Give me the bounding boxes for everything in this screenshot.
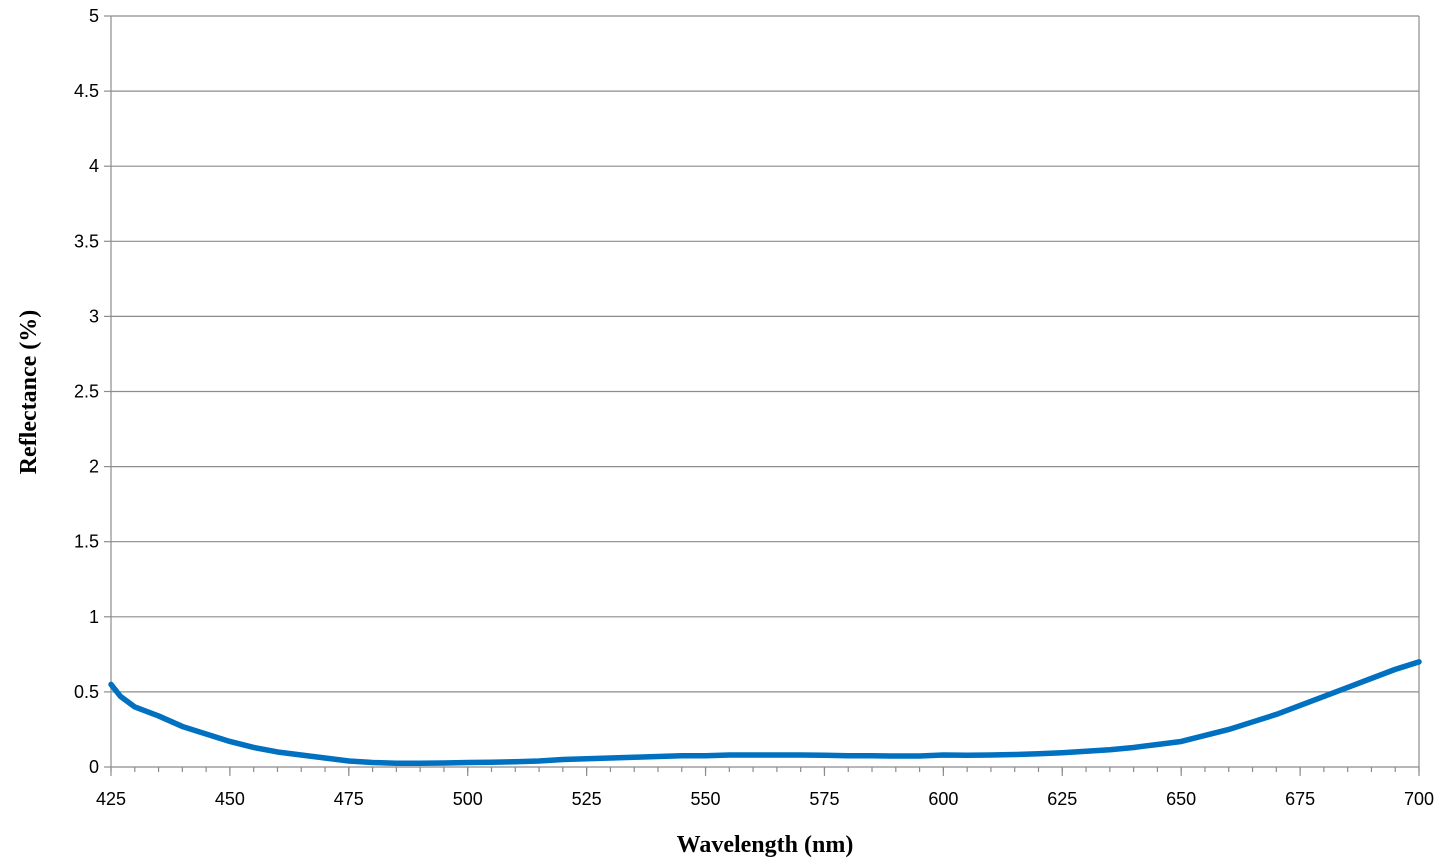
y-tick-label: 0.5 [74, 682, 99, 702]
x-tick-label: 650 [1166, 789, 1196, 809]
x-tick-label: 425 [96, 789, 126, 809]
y-tick-label: 3.5 [74, 231, 99, 251]
x-tick-label: 550 [691, 789, 721, 809]
y-tick-label: 3 [89, 306, 99, 326]
x-tick-label: 600 [928, 789, 958, 809]
y-tick-label: 5 [89, 6, 99, 26]
y-tick-label: 0 [89, 757, 99, 777]
axes [104, 15, 1420, 776]
y-tick-label: 2.5 [74, 382, 99, 402]
x-tick-label: 475 [334, 789, 364, 809]
series-line [108, 659, 1422, 766]
y-tick-label: 1.5 [74, 532, 99, 552]
x-tick-label: 675 [1285, 789, 1315, 809]
gridlines [111, 15, 1419, 768]
x-tick-label: 625 [1047, 789, 1077, 809]
y-tick-label: 4 [89, 156, 99, 176]
x-tick-label: 525 [572, 789, 602, 809]
x-tick-label: 575 [809, 789, 839, 809]
x-tick-label: 450 [215, 789, 245, 809]
y-axis-title: Reflectance (%) [16, 310, 42, 475]
y-tick-label: 4.5 [74, 81, 99, 101]
tick-labels: 0 0.5 1 1.5 2 2.5 3 3.5 4 4.5 5 425 450 475 500 525 550 5… [74, 6, 1434, 809]
y-tick-label: 2 [89, 457, 99, 477]
x-tick-label: 500 [453, 789, 483, 809]
series-layer [108, 659, 1422, 766]
x-tick-label: 700 [1404, 789, 1434, 809]
x-axis-title: Wavelength (nm) [677, 832, 854, 858]
y-tick-label: 1 [89, 607, 99, 627]
